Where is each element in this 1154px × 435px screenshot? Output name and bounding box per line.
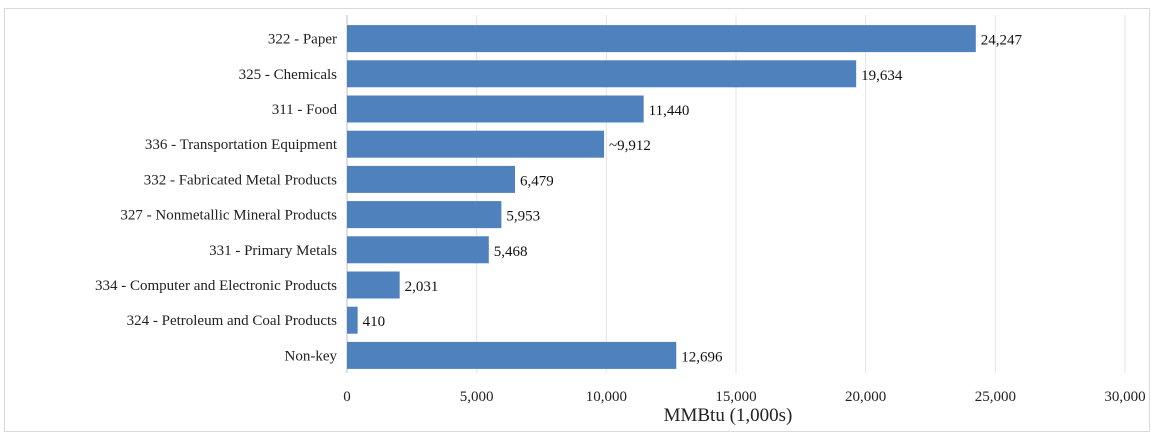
category-label: 322 - Paper	[268, 32, 337, 48]
chart-frame: 322 - Paper 325 - Chemicals 311 - Food 336 …	[4, 8, 1150, 432]
bar	[347, 25, 976, 53]
bar	[347, 236, 489, 264]
x-tick-label: 0	[343, 389, 351, 405]
bar	[347, 201, 502, 229]
x-tick-label: 25,000	[975, 389, 1016, 405]
x-tick-label: 15,000	[715, 389, 756, 405]
value-label: 12,696	[681, 349, 723, 365]
bars	[347, 25, 976, 369]
x-tick-label: 5,000	[460, 389, 494, 405]
x-axis-title: MMBtu (1,000s)	[664, 405, 793, 426]
category-label: 325 - Chemicals	[239, 67, 337, 83]
value-label: 2,031	[405, 279, 439, 295]
bar	[347, 306, 358, 334]
category-label: Non-key	[285, 348, 338, 364]
bar	[347, 95, 644, 123]
x-tick-labels: 0 5,000 10,000 15,000 20,000 25,000 30,000	[343, 389, 1145, 405]
value-label: 5,953	[506, 209, 540, 225]
bar	[347, 341, 677, 369]
x-tick-label: 20,000	[845, 389, 886, 405]
category-label: 332 - Fabricated Metal Products	[144, 172, 337, 188]
category-label: 324 - Petroleum and Coal Products	[127, 313, 338, 329]
category-label: 336 - Transportation Equipment	[145, 137, 338, 153]
value-label: 24,247	[981, 33, 1023, 49]
value-label: 5,468	[494, 244, 528, 260]
bar	[347, 130, 605, 158]
value-label: 410	[363, 314, 386, 330]
value-label: 11,440	[649, 103, 690, 119]
x-tick-label: 10,000	[586, 389, 627, 405]
category-labels: 322 - Paper 325 - Chemicals 311 - Food 336 …	[95, 32, 338, 365]
value-label: 6,479	[520, 173, 554, 189]
category-label: 327 - Nonmetallic Mineral Products	[120, 208, 337, 224]
bar	[347, 60, 857, 88]
value-labels: 24,247 19,634 11,440 ~9,912 6,479 5,953 5,468 2…	[363, 33, 1023, 366]
category-label: 331 - Primary Metals	[209, 243, 337, 259]
bar-chart: 322 - Paper 325 - Chemicals 311 - Food 336 …	[95, 15, 1146, 426]
value-label: 19,634	[861, 68, 903, 84]
value-label: ~9,912	[609, 138, 651, 154]
x-tick-label: 30,000	[1104, 389, 1145, 405]
page-title	[0, 0, 1154, 8]
bar	[347, 271, 400, 299]
bar	[347, 165, 516, 193]
category-label: 311 - Food	[272, 102, 338, 118]
category-label: 334 - Computer and Electronic Products	[95, 278, 337, 294]
